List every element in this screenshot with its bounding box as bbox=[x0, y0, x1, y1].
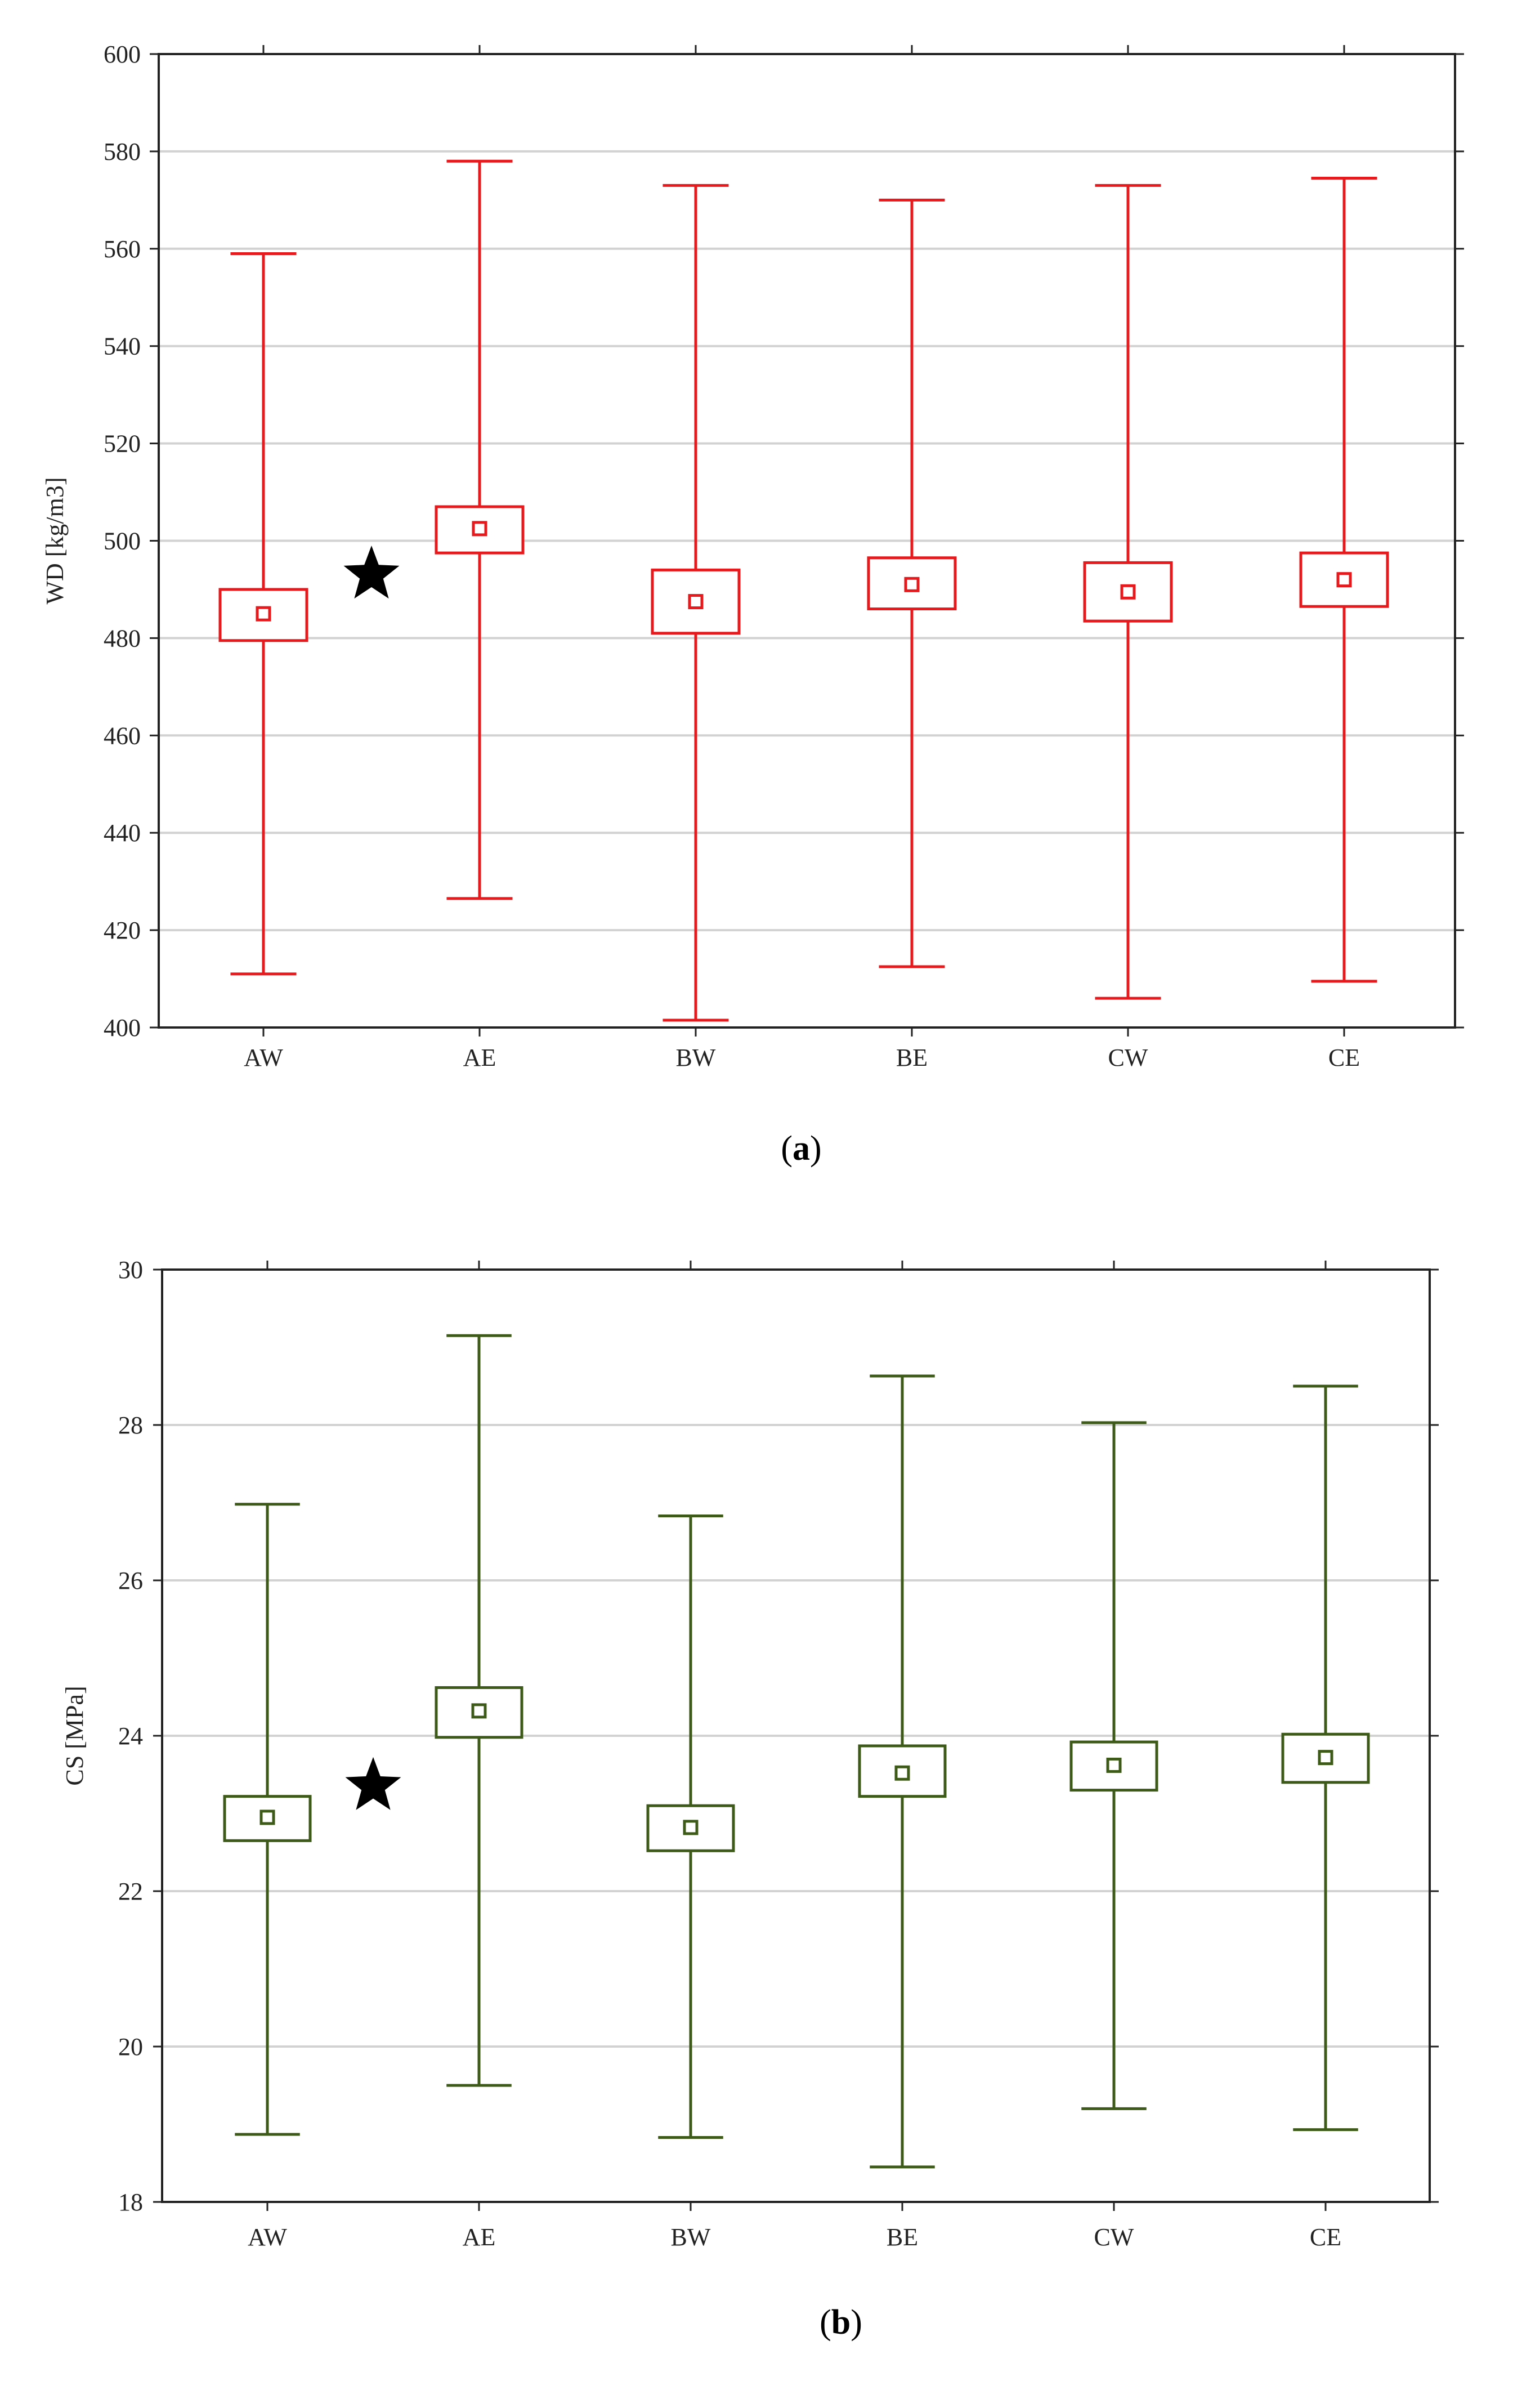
x-tick-label: CW bbox=[1094, 2223, 1134, 2251]
series-bw bbox=[646, 1514, 735, 2139]
x-tick-label: AW bbox=[248, 2223, 287, 2251]
y-tick-label: 520 bbox=[104, 430, 141, 458]
x-tick-label: AE bbox=[463, 2223, 496, 2251]
series-aw bbox=[223, 1503, 312, 2136]
mean-marker bbox=[471, 1703, 487, 1719]
x-tick-label: BW bbox=[671, 2223, 711, 2251]
mean-marker bbox=[904, 577, 920, 592]
panel-caption: (b) bbox=[820, 2303, 862, 2342]
x-tick-label: BE bbox=[896, 1044, 928, 1071]
caption-paren-close: ) bbox=[810, 1129, 822, 1168]
x-tick-label: AE bbox=[463, 1044, 496, 1071]
x-tick-label: BE bbox=[887, 2223, 918, 2251]
x-tick-label: CE bbox=[1310, 2223, 1341, 2251]
y-tick-label: 28 bbox=[118, 1411, 143, 1439]
caption-paren-open: ( bbox=[781, 1129, 793, 1168]
mean-marker bbox=[688, 594, 704, 610]
caption-letter: a bbox=[793, 1129, 810, 1168]
series-ce bbox=[1281, 1384, 1370, 2132]
significance-star-icon bbox=[345, 1757, 401, 1810]
y-tick-label: 30 bbox=[118, 1256, 143, 1284]
mean-marker bbox=[1336, 572, 1352, 588]
y-tick-label: 560 bbox=[104, 235, 141, 263]
x-tick-label: AW bbox=[244, 1044, 283, 1071]
y-axis-label: WD [kg/m3] bbox=[41, 477, 69, 604]
series-bw bbox=[651, 184, 741, 1022]
series-aw bbox=[218, 252, 308, 976]
significance-star-icon bbox=[343, 546, 400, 599]
mean-marker bbox=[1120, 584, 1136, 600]
series-ae bbox=[435, 159, 525, 900]
y-tick-label: 22 bbox=[118, 1878, 143, 1905]
y-axis-label: CS [MPa] bbox=[61, 1686, 88, 1785]
series-be bbox=[858, 1374, 947, 2169]
y-tick-label: 580 bbox=[104, 138, 141, 166]
y-tick-label: 24 bbox=[118, 1722, 143, 1750]
caption-letter: b bbox=[831, 2303, 850, 2342]
y-tick-label: 460 bbox=[104, 722, 141, 749]
caption-paren-close: ) bbox=[850, 2303, 862, 2342]
chart-panel-a: 400 420 440 460 480 500 520 540 560 580 600 WD [kg/… bbox=[41, 41, 1464, 1168]
box bbox=[858, 1744, 947, 1798]
mean-marker bbox=[894, 1765, 910, 1781]
series-cw bbox=[1083, 184, 1173, 1000]
y-tick-label: 480 bbox=[104, 624, 141, 652]
mean-marker bbox=[259, 1810, 275, 1825]
mean-marker bbox=[256, 606, 271, 622]
y-tick-label: 500 bbox=[104, 528, 141, 555]
chart-panel-b: 18 20 22 24 26 28 30 CS [MPa] AW AE BW BE CW CE (b) bbox=[61, 1256, 1439, 2342]
mean-marker bbox=[683, 1820, 699, 1835]
y-tick-label: 26 bbox=[118, 1567, 143, 1594]
mean-marker bbox=[1106, 1757, 1122, 1773]
y-tick-label: 600 bbox=[104, 41, 141, 68]
x-tick-label: BW bbox=[676, 1044, 716, 1071]
y-tick-label: 440 bbox=[104, 819, 141, 847]
y-tick-label: 18 bbox=[118, 2188, 143, 2216]
plot-frame bbox=[161, 1268, 1431, 2203]
y-tick-label: 400 bbox=[104, 1014, 141, 1042]
y-tick-label: 420 bbox=[104, 917, 141, 944]
series-be bbox=[867, 198, 957, 968]
plot-frame bbox=[158, 53, 1456, 1029]
series-ae bbox=[435, 1334, 523, 2087]
x-tick-label: CW bbox=[1108, 1044, 1148, 1071]
series-cw bbox=[1069, 1421, 1158, 2110]
y-tick-label: 540 bbox=[104, 333, 141, 360]
caption-paren-open: ( bbox=[820, 2303, 831, 2342]
series-ce bbox=[1299, 176, 1389, 983]
panel-caption: (a) bbox=[781, 1129, 821, 1168]
y-tick-label: 20 bbox=[118, 2033, 143, 2061]
mean-marker bbox=[472, 521, 487, 537]
mean-marker bbox=[1318, 1750, 1333, 1766]
x-tick-label: CE bbox=[1328, 1044, 1360, 1071]
